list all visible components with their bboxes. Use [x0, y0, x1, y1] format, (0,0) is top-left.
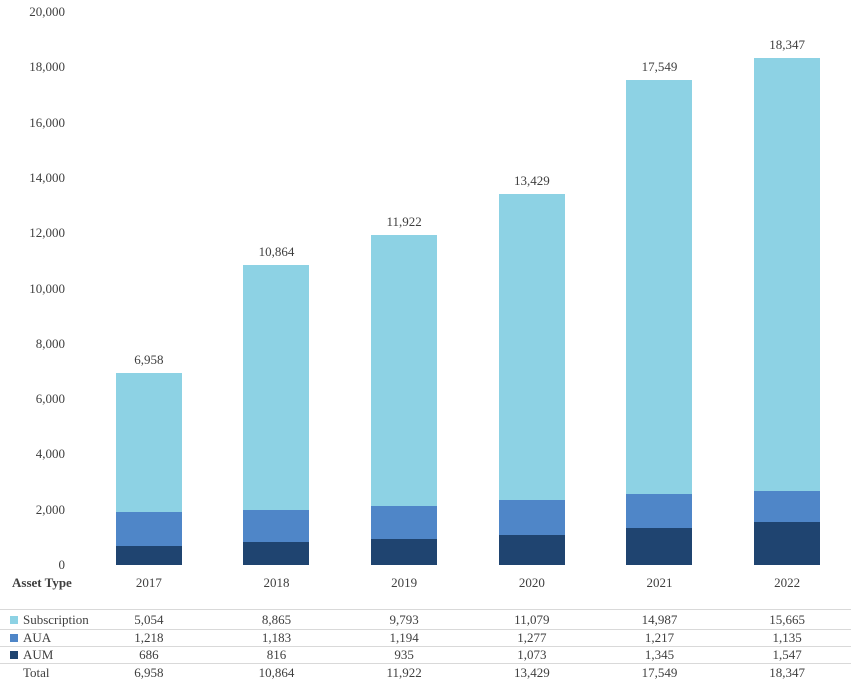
bar-columns: 6,958 10,864 11,922 13,429 17,549 18,347: [0, 0, 851, 565]
table-value: 1,183: [261, 630, 292, 645]
year-label: 2022: [774, 575, 801, 590]
bar-segment-aua: [754, 490, 821, 523]
bar-segment-subscription: [115, 372, 182, 513]
y-axis-tick-label: 12,000: [29, 225, 65, 241]
bar-segment-aum: [115, 546, 182, 565]
year-label: 2018: [263, 575, 290, 590]
y-axis-tick-label: 2,000: [35, 501, 65, 517]
legend-cell-aum: AUM: [0, 647, 85, 663]
bar-total-label: 13,429: [513, 172, 550, 188]
y-axis-tick-label: 8,000: [35, 335, 65, 351]
legend-swatch-subscription: [10, 615, 18, 624]
legend-swatch-aum: [10, 651, 18, 659]
y-axis-spacer: [0, 0, 85, 565]
table-series-rows: Subscription 5,054 8,865 9,793 11,079 14,987 1…: [0, 609, 851, 663]
table-total-value: 13,429: [513, 664, 550, 680]
bar-total-label: 17,549: [641, 58, 678, 74]
bar-segment-subscription: [371, 235, 438, 507]
bar-total-label: 18,347: [769, 36, 806, 52]
table-row-subscription: Subscription 5,054 8,865 9,793 11,079 14,987 1…: [0, 609, 851, 629]
year-label: 2020: [518, 575, 545, 590]
bar-segment-subscription: [498, 193, 565, 501]
y-axis-tick-label: 6,000: [35, 391, 65, 407]
table-value: 1,345: [644, 647, 675, 662]
table-header-asset-type: Asset Type: [12, 575, 72, 590]
bar-total-label: 6,958: [134, 351, 164, 367]
bar-segment-aua: [626, 494, 693, 528]
table-spacer: [0, 601, 851, 609]
bar-column-2022: 18,347: [723, 0, 851, 565]
table-value: 11,079: [514, 611, 550, 627]
bar-segment-aua: [498, 500, 565, 536]
year-label: 2019: [391, 575, 418, 590]
table-total-value: 11,922: [386, 664, 422, 680]
table-row-aum: AUM 686 816 935 1,073 1,345 1,547: [0, 646, 851, 663]
table-value: 1,547: [772, 647, 802, 662]
bar-segment-aum: [243, 542, 310, 565]
table-value: 15,665: [769, 611, 806, 627]
total-row-label: Total: [23, 664, 50, 680]
legend-swatch-aua: [10, 634, 18, 642]
table-row-aua: AUA 1,218 1,183 1,194 1,277 1,217 1,135: [0, 629, 851, 646]
table-row-years: Asset Type 2017 2018 2019 2020 2021 2022: [0, 565, 851, 601]
plot-area: 0 2,000 4,000 6,000 8,000 10,000 12,000 14,000 1…: [0, 0, 851, 572]
bar-segment-aua: [371, 506, 438, 540]
bar-column-2020: 13,429: [468, 0, 596, 565]
y-axis-tick-label: 4,000: [35, 446, 65, 462]
bar-segment-aum: [498, 535, 565, 565]
legend-label: AUA: [23, 630, 52, 645]
bar-segment-aua: [115, 512, 182, 547]
table-value: 9,793: [389, 611, 419, 627]
y-axis-tick-label: 16,000: [29, 114, 65, 130]
table-total-value: 6,958: [134, 664, 164, 680]
table-value: 5,054: [134, 611, 164, 627]
table-value: 1,194: [389, 630, 419, 645]
y-axis-tick-label: 20,000: [29, 4, 65, 19]
bar-segment-aua: [243, 509, 310, 543]
bar-column-2021: 17,549: [596, 0, 724, 565]
bar-column-2018: 10,864: [213, 0, 341, 565]
legend-cell-subscription: Subscription: [0, 612, 89, 628]
legend-label: AUM: [23, 647, 54, 662]
table-value: 1,073: [517, 647, 547, 662]
table-total-value: 10,864: [258, 664, 295, 680]
year-label: 2017: [135, 575, 162, 590]
table-row-total: Total 6,958 10,864 11,922 13,429 17,549 18,34…: [0, 663, 851, 681]
table-total-value: 17,549: [641, 664, 678, 680]
table-value: 1,218: [134, 630, 164, 645]
y-axis: 0 2,000 4,000 6,000 8,000 10,000 12,000 14,000 1…: [0, 0, 65, 572]
bar-segment-aum: [626, 527, 693, 565]
bar-total-label: 10,864: [258, 243, 295, 259]
legend-label: Subscription: [23, 611, 89, 627]
table-value: 1,277: [517, 630, 547, 645]
y-axis-tick-label: 14,000: [29, 169, 65, 185]
bar-segment-subscription: [626, 79, 693, 495]
table-total-value: 18,347: [769, 664, 806, 680]
bar-segment-subscription: [754, 57, 821, 491]
bar-segment-subscription: [243, 264, 310, 510]
bar-total-label: 11,922: [386, 214, 422, 230]
bar-column-2019: 11,922: [340, 0, 468, 565]
bar-segment-aum: [371, 539, 438, 565]
table-value: 686: [139, 647, 159, 662]
bar-segment-aum: [754, 522, 821, 565]
data-table: Asset Type 2017 2018 2019 2020 2021 2022 Subs…: [0, 565, 851, 681]
y-axis-tick-label: 0: [58, 557, 66, 572]
table-value: 816: [266, 647, 287, 662]
table-value: 8,865: [261, 611, 292, 627]
legend-cell-aua: AUA: [0, 630, 85, 646]
table-value: 1,217: [644, 630, 675, 645]
y-axis-tick-label: 18,000: [29, 59, 65, 75]
table-value: 14,987: [641, 611, 678, 627]
bar-column-2017: 6,958: [85, 0, 213, 565]
table-value: 935: [394, 647, 414, 662]
table-value: 1,135: [772, 630, 802, 645]
year-label: 2021: [646, 575, 673, 590]
y-axis-tick-label: 10,000: [29, 280, 65, 296]
